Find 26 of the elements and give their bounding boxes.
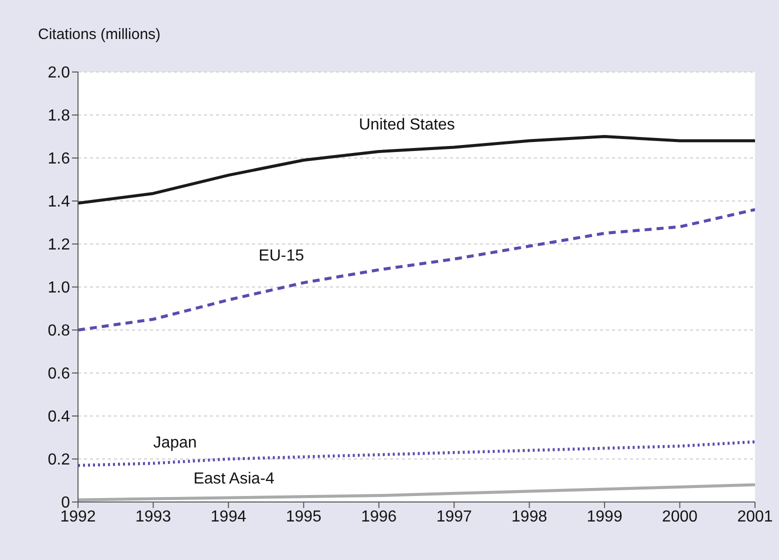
y-tick-label: 0.2	[48, 452, 70, 469]
x-tick-label: 1997	[436, 508, 472, 526]
y-tick-label: 1.0	[48, 280, 70, 297]
y-tick-label: 2.0	[48, 64, 70, 82]
y-tick-label: 0.4	[48, 408, 70, 426]
series-label: Japan	[153, 434, 197, 452]
series-label: United States	[358, 116, 455, 134]
x-tick-label: 2001	[737, 508, 773, 526]
x-tick-label: 1994	[210, 508, 246, 526]
series-label: East Asia-4	[193, 470, 274, 488]
x-tick-label: 1999	[586, 508, 622, 526]
y-axis-title: Citations (millions)	[38, 26, 161, 43]
y-tick-label: 0.6	[48, 366, 70, 383]
x-tick-label: 1993	[135, 508, 172, 526]
x-tick-label: 2000	[662, 508, 698, 526]
x-tick-label: 1995	[286, 508, 322, 526]
y-tick-label: 1.6	[48, 150, 70, 168]
line-series	[78, 135, 755, 205]
y-tick-label: 0.8	[48, 322, 70, 340]
line-series	[78, 208, 755, 332]
x-tick-label: 1996	[361, 508, 397, 526]
y-tick-label: 1.8	[48, 108, 70, 125]
series-label: EU-15	[258, 248, 304, 265]
y-tick-label: 1.2	[48, 236, 70, 254]
x-tick-label: 1998	[512, 508, 548, 526]
y-tick-label: 1.4	[48, 194, 70, 211]
